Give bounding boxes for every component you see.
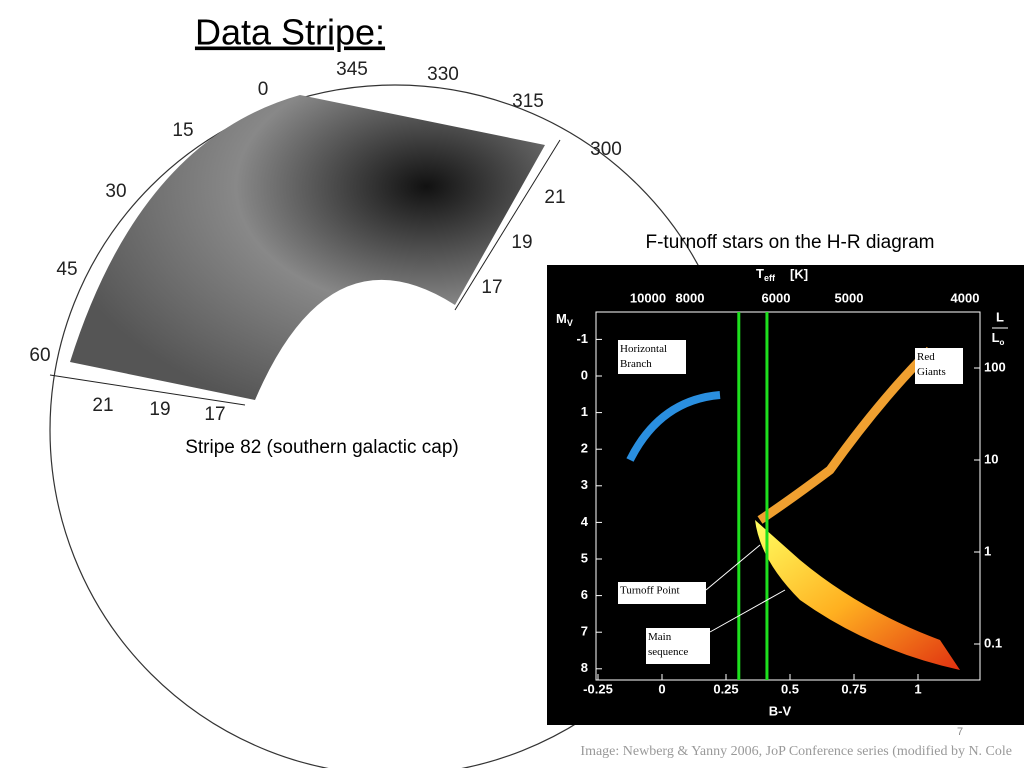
annotation-box xyxy=(618,340,686,374)
ms-stars xyxy=(755,520,960,670)
pointer xyxy=(705,544,761,591)
ra-label: 45 xyxy=(56,259,77,280)
x-tick-label: 0 xyxy=(658,681,665,696)
annotation: Red Giants xyxy=(917,351,946,378)
ra-label: 315 xyxy=(512,91,544,112)
top-label-sub: eff xyxy=(764,273,776,283)
stripe-wedge xyxy=(70,95,545,400)
right-tick-label: 0.1 xyxy=(984,635,1002,650)
y-tick-label: 4 xyxy=(581,514,589,529)
stripe-axis xyxy=(454,139,561,311)
y-tick-label: 6 xyxy=(581,587,588,602)
mag-label: 19 xyxy=(149,399,170,420)
stripe-axis xyxy=(49,374,246,406)
x-tick-label: 0.5 xyxy=(781,681,799,696)
annotation-line: Horizontal xyxy=(620,343,667,355)
annotation-line: Giants xyxy=(917,366,946,378)
hr-frame xyxy=(595,311,981,681)
mag-label: 21 xyxy=(544,187,565,208)
ra-label: 30 xyxy=(105,181,126,202)
x-tick-label: 1 xyxy=(914,681,921,696)
x-tick-label: 0.75 xyxy=(841,681,866,696)
mag-label: 19 xyxy=(511,232,532,253)
right-label-den: Lo xyxy=(992,330,1005,347)
top-label: Teff xyxy=(756,266,776,283)
y-tick-label: -1 xyxy=(576,331,588,346)
stripe-caption: Stripe 82 (southern galactic cap) xyxy=(185,437,459,458)
y-tick-label: 8 xyxy=(581,660,588,675)
right-label-den-main: L xyxy=(992,330,1000,345)
slide-title: Data Stripe: xyxy=(195,12,385,53)
hb-stars xyxy=(626,391,721,462)
y-label-main: M xyxy=(556,311,567,326)
ra-label: 15 xyxy=(172,120,193,141)
annotation-box xyxy=(646,628,710,664)
top-label-unit: [K] xyxy=(790,266,808,281)
y-tick-label: 7 xyxy=(581,624,588,639)
right-label-den-sub: o xyxy=(1000,338,1005,347)
ra-label: 330 xyxy=(427,64,459,85)
ra-label: 0 xyxy=(258,79,269,100)
annotation-line: Branch xyxy=(620,358,652,370)
y-label: MV xyxy=(556,311,573,328)
ra-label: 345 xyxy=(336,59,368,80)
y-tick-label: 0 xyxy=(581,367,588,382)
annotation-line: Red xyxy=(917,351,935,363)
top-tick-label: 10000 xyxy=(630,290,666,305)
x-tick-label: 0.25 xyxy=(713,681,738,696)
right-tick-label: 1 xyxy=(984,543,991,558)
y-tick-label: 2 xyxy=(581,441,588,456)
page-number: 7 xyxy=(957,726,963,738)
ra-label: 60 xyxy=(29,345,50,366)
mag-label: 17 xyxy=(481,277,502,298)
top-label-main: T xyxy=(756,266,764,281)
right-tick-label: 10 xyxy=(984,451,998,466)
ra-label: 300 xyxy=(590,139,622,160)
x-label: B-V xyxy=(769,703,792,718)
top-tick-label: 8000 xyxy=(676,290,705,305)
pointer xyxy=(709,589,786,633)
annotation: Horizontal Branch xyxy=(620,343,667,370)
citation: Image: Newberg & Yanny 2006, JoP Confere… xyxy=(580,744,1012,759)
annotation-box xyxy=(618,582,706,604)
y-tick-label: 1 xyxy=(581,404,588,419)
annotation-line: Main xyxy=(648,631,672,643)
right-tick-label: 100 xyxy=(984,359,1006,374)
top-tick-label: 5000 xyxy=(835,290,864,305)
y-tick-label: 5 xyxy=(581,550,588,565)
rgb-stars xyxy=(757,346,934,524)
hr-caption: F-turnoff stars on the H-R diagram xyxy=(646,232,935,253)
x-tick-label: -0.25 xyxy=(583,681,613,696)
y-label-sub: V xyxy=(567,318,573,328)
y-tick-label: 3 xyxy=(581,477,588,492)
right-label-num: L xyxy=(996,309,1004,324)
annotation-line: sequence xyxy=(648,646,688,658)
top-tick-label: 4000 xyxy=(951,290,980,305)
mag-label: 21 xyxy=(92,395,113,416)
annotation-box xyxy=(915,348,963,384)
annotation: Main sequence xyxy=(648,631,688,658)
hr-panel xyxy=(547,265,1024,725)
top-tick-label: 6000 xyxy=(762,290,791,305)
annotation: Turnoff Point xyxy=(620,585,680,597)
mag-label: 17 xyxy=(204,404,225,425)
